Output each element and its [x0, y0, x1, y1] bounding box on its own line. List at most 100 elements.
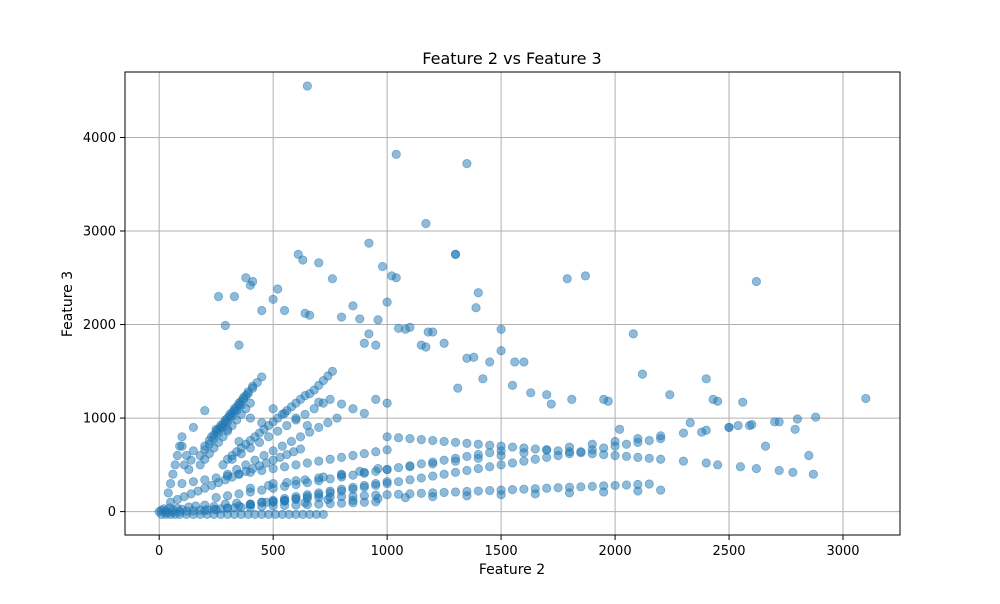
scatter-point: [751, 276, 762, 287]
scatter-point: [473, 439, 483, 449]
scatter-point: [644, 479, 654, 489]
scatter-point: [507, 442, 518, 452]
scatter-point: [485, 462, 495, 472]
scatter-point: [473, 288, 483, 298]
scatter-point: [268, 294, 278, 304]
scatter-point: [336, 312, 347, 322]
scatter-point: [526, 388, 536, 398]
scatter-point: [439, 338, 449, 348]
scatter-point: [172, 450, 183, 461]
scatter-point: [279, 305, 290, 316]
scatter-point: [222, 503, 233, 513]
scatter-point: [282, 420, 292, 431]
scatter-point: [633, 479, 643, 490]
scatter-point: [177, 432, 187, 442]
x-tick-label: 1000: [371, 544, 404, 559]
scatter-point: [519, 443, 529, 453]
scatter-point: [364, 238, 374, 248]
scatter-point: [188, 446, 198, 456]
scatter-point: [291, 493, 301, 504]
scatter-point: [678, 428, 689, 438]
scatter-point: [186, 455, 196, 465]
scatter-point: [496, 460, 506, 470]
scatter-point: [200, 405, 210, 416]
scatter-point: [644, 435, 654, 446]
scatter-point: [245, 413, 255, 423]
scatter-point: [405, 489, 415, 499]
scatter-point: [302, 478, 312, 488]
scatter-point: [391, 149, 401, 159]
scatter-point: [701, 374, 711, 384]
scatter-point: [323, 418, 333, 428]
scatter-point: [291, 479, 301, 490]
scatter-point: [211, 424, 221, 434]
scatter-point: [348, 450, 358, 461]
scatter-point: [241, 460, 251, 470]
scatter-point: [382, 490, 392, 500]
scatter-point: [248, 276, 258, 287]
scatter-point: [314, 422, 324, 433]
scatter-point: [621, 451, 632, 462]
scatter-point: [359, 468, 369, 478]
scatter-point: [542, 483, 552, 493]
scatter-point: [610, 450, 620, 461]
scatter-point: [170, 460, 180, 470]
chart-title: Feature 2 vs Feature 3: [422, 49, 601, 68]
scatter-point: [744, 420, 755, 431]
scatter-point: [790, 424, 800, 434]
scatter-point: [382, 445, 392, 455]
scatter-point: [471, 303, 481, 313]
scatter-point: [428, 457, 438, 467]
scatter-point: [665, 390, 675, 400]
scatter-point: [450, 487, 461, 497]
scatter-point: [530, 484, 540, 494]
scatter-point: [496, 346, 506, 356]
grid-lines: [125, 72, 900, 535]
scatter-point: [462, 159, 472, 169]
scatter-point: [298, 255, 308, 265]
scatter-point: [234, 340, 244, 350]
scatter-point: [462, 438, 472, 448]
scatter-point: [177, 441, 187, 451]
scatter-point: [377, 261, 388, 272]
scatter-point: [599, 449, 609, 460]
scatter-point: [453, 383, 463, 393]
scatter-point: [603, 396, 613, 406]
x-tick-label: 2500: [712, 544, 745, 559]
scatter-point: [286, 436, 296, 447]
scatter-point: [291, 413, 301, 423]
scatter-point: [530, 444, 540, 454]
scatter-point: [562, 274, 572, 284]
scatter-point: [587, 449, 597, 459]
scatter-point: [314, 490, 324, 500]
scatter-point: [302, 492, 312, 502]
scatter-point: [314, 397, 324, 407]
scatter-point: [428, 471, 438, 481]
x-tick-label: 3000: [826, 544, 859, 559]
scatter-point: [245, 499, 255, 509]
x-tick-label: 0: [155, 544, 163, 559]
scatter-point: [811, 412, 821, 422]
scatter-point: [359, 449, 369, 459]
scatter-point: [218, 460, 228, 470]
scatter-point: [234, 501, 244, 511]
scatter-point: [519, 456, 529, 466]
scatter-point: [519, 357, 529, 367]
scatter-point: [637, 369, 648, 379]
scatter-point: [279, 495, 290, 505]
scatter-point: [405, 322, 415, 332]
scatter-point: [355, 314, 365, 324]
scatter-point: [708, 394, 718, 404]
scatter-point: [473, 486, 483, 496]
scatter-point: [462, 451, 472, 462]
scatter-point: [382, 297, 392, 307]
scatter-point: [382, 398, 392, 408]
scatter-point: [439, 436, 449, 447]
scatter-point: [774, 465, 784, 476]
scatter-point: [439, 455, 449, 465]
scatter-point: [485, 357, 495, 367]
scatter-point: [713, 460, 723, 470]
scatter-point: [439, 487, 449, 498]
scatter-point: [450, 249, 461, 259]
